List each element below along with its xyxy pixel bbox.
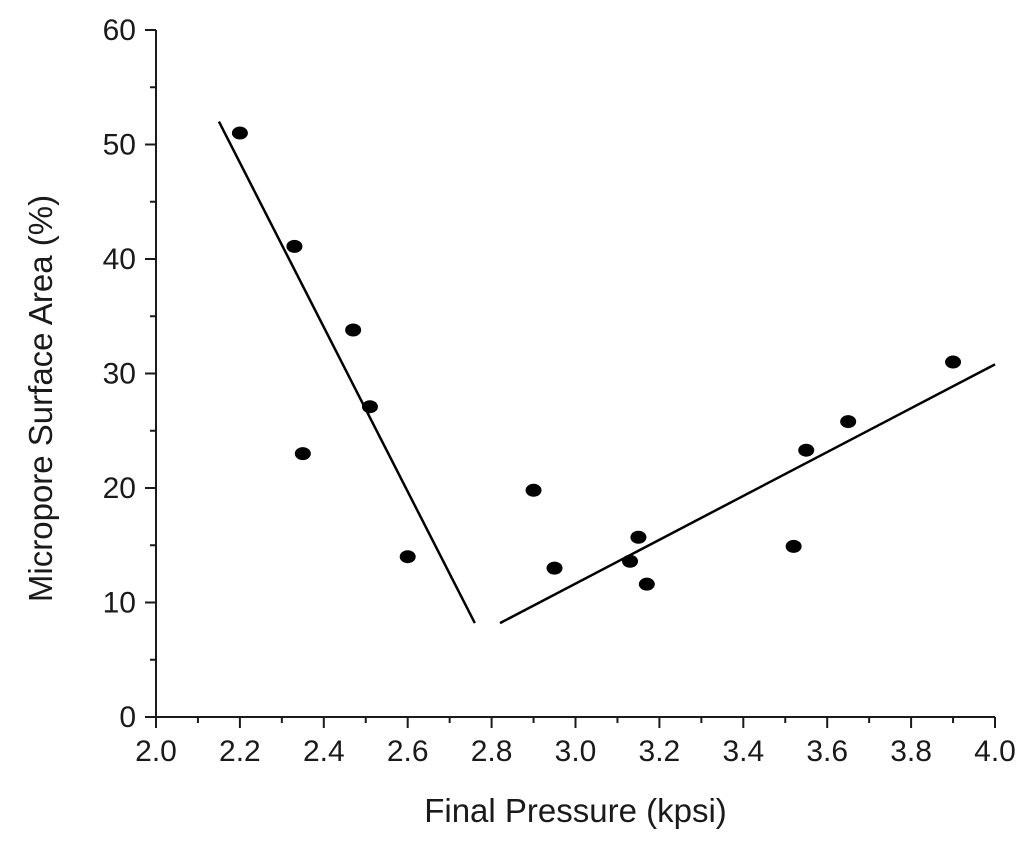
x-tick-label: 2.0 bbox=[135, 735, 177, 768]
x-tick-label: 3.4 bbox=[722, 735, 764, 768]
data-point bbox=[294, 447, 311, 461]
x-tick-label: 2.8 bbox=[471, 735, 513, 768]
data-point bbox=[622, 554, 639, 568]
data-point bbox=[798, 443, 815, 457]
data-point bbox=[638, 577, 655, 591]
y-tick-label: 0 bbox=[119, 701, 136, 734]
y-ticks: 0 10 20 30 40 50 60 bbox=[103, 14, 156, 734]
data-point bbox=[630, 530, 647, 544]
y-tick-label: 60 bbox=[103, 14, 136, 47]
x-tick-label: 3.6 bbox=[806, 735, 848, 768]
data-point bbox=[399, 550, 416, 564]
x-tick-label: 2.4 bbox=[303, 735, 345, 768]
fit-line bbox=[499, 363, 996, 625]
y-tick-label: 10 bbox=[103, 587, 136, 620]
data-point bbox=[840, 415, 857, 429]
data-points bbox=[231, 126, 962, 591]
data-point bbox=[546, 561, 563, 575]
x-tick-label: 2.6 bbox=[387, 735, 429, 768]
x-tick-label: 2.2 bbox=[219, 735, 261, 768]
y-tick-label: 20 bbox=[103, 472, 136, 505]
fit-line bbox=[217, 121, 476, 624]
x-axis-title: Final Pressure (kpsi) bbox=[424, 792, 727, 829]
data-point bbox=[231, 126, 248, 140]
y-tick-label: 50 bbox=[103, 129, 136, 162]
fit-lines bbox=[217, 121, 996, 625]
x-tick-label: 3.2 bbox=[639, 735, 681, 768]
y-tick-label: 40 bbox=[103, 243, 136, 276]
x-tick-label: 3.0 bbox=[555, 735, 597, 768]
data-point bbox=[945, 355, 962, 369]
data-point bbox=[785, 539, 802, 553]
data-point bbox=[525, 483, 542, 497]
x-ticks: 2.0 2.2 2.4 2.6 2.8 3.0 3.2 3.4 3.6 3.8 4.0 bbox=[135, 717, 1016, 768]
x-tick-label: 4.0 bbox=[974, 735, 1016, 768]
x-tick-label: 3.8 bbox=[890, 735, 932, 768]
data-point bbox=[361, 400, 378, 414]
data-point bbox=[345, 323, 362, 337]
y-axis-title: Micropore Surface Area (%) bbox=[22, 195, 59, 602]
y-tick-label: 30 bbox=[103, 358, 136, 391]
axes bbox=[155, 30, 995, 718]
data-point bbox=[286, 239, 303, 253]
